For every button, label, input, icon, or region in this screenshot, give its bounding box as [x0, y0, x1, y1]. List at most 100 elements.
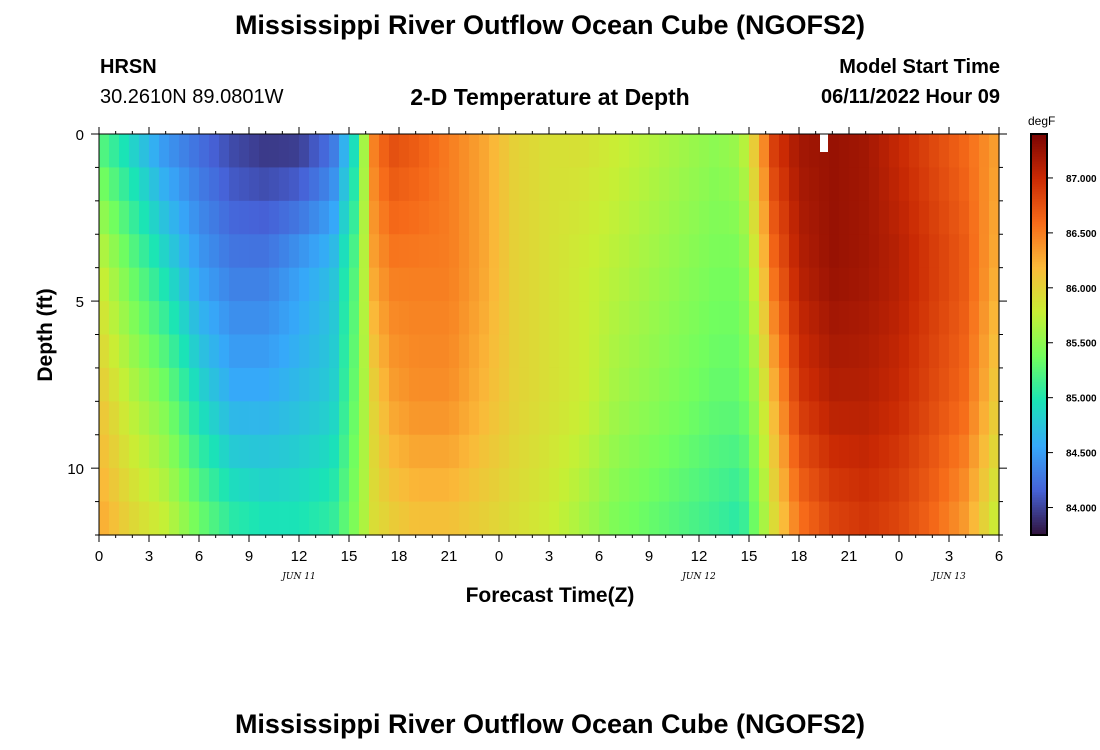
- colorbar-segment: [1031, 497, 1047, 501]
- heatmap-cell: [959, 434, 970, 469]
- heatmap-cell: [259, 334, 270, 369]
- heatmap-cell: [839, 301, 850, 336]
- heatmap-cell: [709, 301, 720, 336]
- colorbar-unit-label: degF: [1028, 114, 1056, 128]
- heatmap-cell: [479, 200, 490, 235]
- heatmap-cell: [599, 234, 610, 269]
- heatmap-cell: [619, 301, 630, 336]
- heatmap-cell: [889, 267, 900, 302]
- heatmap-cell: [509, 468, 520, 503]
- heatmap-cell: [739, 167, 750, 202]
- heatmap-cell: [389, 367, 400, 402]
- heatmap-cell: [259, 167, 270, 202]
- y-tick-label: 0: [76, 127, 84, 144]
- heatmap-cell: [209, 434, 220, 469]
- heatmap-cell: [929, 501, 940, 536]
- heatmap-cell: [759, 434, 770, 469]
- heatmap-cell: [329, 401, 340, 436]
- heatmap-cell: [399, 301, 410, 336]
- heatmap-cell: [389, 167, 400, 202]
- colorbar-segment: [1031, 229, 1047, 233]
- heatmap-cell: [479, 267, 490, 302]
- heatmap-cell: [689, 501, 700, 536]
- heatmap-cell: [479, 367, 490, 402]
- heatmap-cell: [699, 134, 710, 169]
- colorbar-segment: [1031, 469, 1047, 473]
- heatmap-cell: [199, 501, 210, 536]
- heatmap-cell: [849, 468, 860, 503]
- heatmap-cell: [829, 501, 840, 536]
- heatmap-cell: [749, 501, 760, 536]
- heatmap-cell: [639, 401, 650, 436]
- heatmap-cell: [769, 367, 780, 402]
- heatmap-cell: [129, 200, 140, 235]
- heatmap-cell: [189, 501, 200, 536]
- heatmap-cell: [569, 434, 580, 469]
- heatmap-cell: [759, 468, 770, 503]
- heatmap-cell: [489, 334, 500, 369]
- heatmap-cell: [879, 167, 890, 202]
- heatmap-cell: [929, 167, 940, 202]
- heatmap-cell: [269, 434, 280, 469]
- colorbar-segment: [1031, 507, 1047, 511]
- colorbar-segment: [1031, 432, 1047, 436]
- x-tick-label: 21: [441, 548, 458, 565]
- heatmap-cell: [459, 367, 470, 402]
- heatmap-cell: [659, 234, 670, 269]
- heatmap-cell: [209, 167, 220, 202]
- heatmap-cell: [439, 267, 450, 302]
- colorbar-segment: [1031, 249, 1047, 253]
- heatmap-cell: [719, 367, 730, 402]
- heatmap-cell: [169, 134, 180, 169]
- colorbar-segment: [1031, 206, 1047, 210]
- colorbar-segment: [1031, 387, 1047, 391]
- heatmap-cell: [389, 501, 400, 536]
- heatmap-cell: [899, 200, 910, 235]
- heatmap-cell: [239, 234, 250, 269]
- x-tick-label: 3: [545, 548, 553, 565]
- heatmap-cell: [199, 234, 210, 269]
- heatmap-cell: [339, 334, 350, 369]
- heatmap-cell: [409, 134, 420, 169]
- heatmap-cell: [539, 401, 550, 436]
- colorbar-segment: [1031, 304, 1047, 308]
- heatmap-cell: [779, 267, 790, 302]
- heatmap-cell: [599, 267, 610, 302]
- heatmap-cell: [899, 434, 910, 469]
- colorbar-segment: [1031, 151, 1047, 155]
- heatmap-cell: [309, 200, 320, 235]
- heatmap-cell: [429, 501, 440, 536]
- heatmap-cell: [529, 501, 540, 536]
- heatmap-cell: [789, 301, 800, 336]
- colorbar-segment: [1031, 136, 1047, 140]
- heatmap-cell: [979, 200, 990, 235]
- colorbar-segment: [1031, 454, 1047, 458]
- heatmap-cell: [789, 367, 800, 402]
- heatmap-cell: [379, 501, 390, 536]
- heatmap-cell: [929, 301, 940, 336]
- heatmap-cell: [889, 334, 900, 369]
- heatmap-cell: [219, 167, 230, 202]
- heatmap-cell: [869, 434, 880, 469]
- heatmap-cell: [739, 234, 750, 269]
- heatmap-cell: [709, 200, 720, 235]
- heatmap-cell: [539, 200, 550, 235]
- heatmap-cell: [489, 167, 500, 202]
- heatmap-cell: [759, 401, 770, 436]
- heatmap-cell: [119, 334, 130, 369]
- heatmap-cell: [339, 434, 350, 469]
- heatmap-cell: [909, 401, 920, 436]
- heatmap-cell: [509, 167, 520, 202]
- heatmap-cell: [859, 234, 870, 269]
- heatmap-cell: [839, 501, 850, 536]
- heatmap-cell: [539, 501, 550, 536]
- heatmap-cell: [819, 468, 830, 503]
- heatmap-cell: [799, 367, 810, 402]
- heatmap-cell: [819, 267, 830, 302]
- heatmap-cell: [759, 301, 770, 336]
- heatmap-cell: [529, 234, 540, 269]
- heatmap-cell: [649, 200, 660, 235]
- colorbar-segment: [1031, 241, 1047, 245]
- heatmap-cell: [159, 334, 170, 369]
- heatmap-cell: [369, 468, 380, 503]
